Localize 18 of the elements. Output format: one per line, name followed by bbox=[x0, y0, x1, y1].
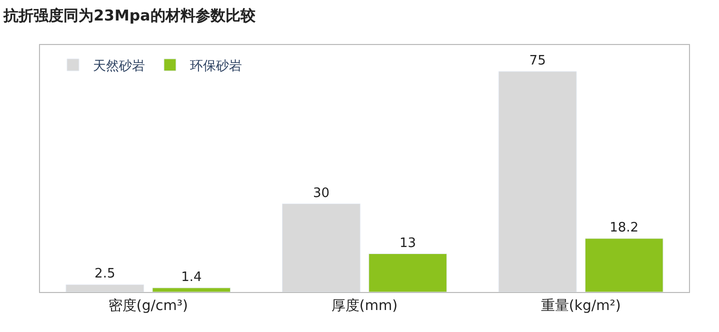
bar bbox=[66, 284, 144, 292]
chart-title: 抗折强度同为23Mpa的材料参数比较 bbox=[2, 6, 256, 24]
data-label: 75 bbox=[529, 53, 546, 68]
data-label: 1.4 bbox=[181, 270, 202, 285]
data-label: 18.2 bbox=[610, 220, 639, 236]
x-tick-label: 重量(kg/m²) bbox=[540, 298, 621, 314]
x-tick-label: 密度(g/cm³) bbox=[108, 298, 188, 314]
bar bbox=[152, 288, 231, 292]
bar bbox=[498, 71, 577, 292]
data-label: 30 bbox=[312, 186, 330, 201]
x-tick-label: 厚度(mm) bbox=[331, 298, 398, 314]
data-label: 2.5 bbox=[94, 266, 116, 282]
legend-label: 环保砂岩 bbox=[190, 58, 242, 74]
data-label: 13 bbox=[399, 236, 416, 251]
bar bbox=[584, 238, 664, 292]
legend-label: 天然砂岩 bbox=[92, 58, 145, 74]
bar bbox=[368, 254, 447, 292]
bar bbox=[282, 204, 360, 292]
